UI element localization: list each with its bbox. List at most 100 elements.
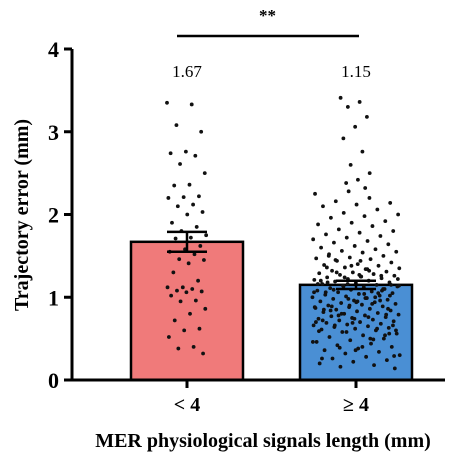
data-point bbox=[326, 303, 331, 308]
data-point bbox=[171, 270, 176, 275]
data-point bbox=[331, 297, 336, 301]
data-point bbox=[387, 331, 392, 336]
data-point bbox=[342, 265, 347, 270]
data-point bbox=[362, 214, 367, 219]
data-point bbox=[358, 320, 362, 324]
y-tick-label: 3 bbox=[48, 120, 59, 145]
data-point bbox=[356, 292, 361, 296]
data-point bbox=[397, 266, 402, 271]
data-point bbox=[329, 314, 334, 319]
data-point bbox=[353, 348, 358, 353]
data-point bbox=[371, 337, 376, 342]
data-point bbox=[329, 215, 333, 220]
data-point bbox=[341, 136, 346, 141]
bars-layer bbox=[129, 240, 414, 382]
data-point bbox=[182, 328, 187, 333]
data-point bbox=[339, 249, 344, 253]
data-point bbox=[334, 270, 339, 275]
data-point bbox=[368, 257, 373, 262]
data-point bbox=[311, 237, 316, 242]
data-point bbox=[397, 353, 402, 358]
y-tick-label: 4 bbox=[48, 37, 59, 62]
data-point bbox=[368, 336, 373, 341]
data-point bbox=[191, 345, 196, 349]
data-point bbox=[177, 257, 182, 262]
data-point bbox=[324, 232, 328, 237]
data-point bbox=[326, 253, 331, 258]
data-point bbox=[393, 301, 398, 306]
data-point bbox=[325, 280, 330, 285]
data-point bbox=[192, 252, 197, 257]
data-point bbox=[394, 249, 399, 254]
data-point bbox=[388, 293, 392, 298]
data-point bbox=[190, 287, 195, 291]
data-point bbox=[375, 207, 380, 212]
data-point bbox=[317, 361, 322, 366]
data-label: 1.67 bbox=[172, 62, 202, 81]
data-point bbox=[365, 239, 370, 243]
data-point bbox=[328, 308, 333, 313]
data-point bbox=[184, 290, 189, 295]
data-point bbox=[172, 318, 177, 323]
data-point bbox=[394, 328, 398, 333]
data-point bbox=[166, 196, 171, 200]
data-point bbox=[353, 326, 358, 331]
data-point bbox=[333, 258, 338, 262]
data-point bbox=[355, 309, 359, 314]
data-point bbox=[336, 227, 341, 232]
data-point bbox=[391, 323, 395, 328]
data-point bbox=[327, 335, 332, 339]
data-point bbox=[168, 151, 173, 156]
data-point bbox=[370, 224, 375, 228]
data-point bbox=[318, 278, 323, 283]
data-point bbox=[358, 258, 363, 263]
data-point bbox=[196, 278, 200, 283]
data-point bbox=[344, 294, 348, 299]
data-point bbox=[350, 270, 355, 275]
data-point bbox=[392, 354, 397, 358]
data-point bbox=[343, 351, 348, 356]
data-point bbox=[367, 306, 372, 311]
data-point bbox=[175, 288, 179, 293]
data-point bbox=[396, 212, 401, 217]
data-point bbox=[381, 336, 386, 341]
data-point bbox=[191, 202, 195, 207]
data-point bbox=[383, 219, 388, 224]
data-point bbox=[386, 306, 390, 311]
data-point bbox=[389, 260, 394, 265]
x-axis-title: MER physiological signals length (mm) bbox=[95, 430, 431, 452]
data-point bbox=[385, 297, 390, 302]
data-point bbox=[347, 255, 352, 260]
data-point bbox=[384, 312, 389, 317]
data-point bbox=[181, 195, 186, 200]
data-point bbox=[314, 256, 319, 261]
data-point bbox=[355, 299, 360, 304]
data-point bbox=[165, 100, 169, 105]
data-point bbox=[188, 311, 192, 316]
data-point bbox=[395, 277, 400, 281]
data-point bbox=[394, 331, 399, 336]
data-point bbox=[384, 358, 389, 363]
data-point bbox=[350, 321, 355, 325]
y-tick-label: 0 bbox=[48, 368, 59, 393]
data-point bbox=[369, 289, 374, 294]
data-point bbox=[357, 100, 362, 104]
data-point bbox=[381, 253, 386, 258]
data-point bbox=[388, 201, 393, 205]
data-point bbox=[396, 312, 401, 317]
data-point bbox=[391, 229, 396, 233]
data-point bbox=[361, 333, 365, 338]
data-point bbox=[354, 202, 359, 207]
data-point bbox=[338, 95, 343, 100]
data-point bbox=[197, 326, 202, 331]
data-point bbox=[194, 225, 199, 229]
data-point bbox=[374, 282, 379, 287]
data-point bbox=[352, 316, 357, 321]
data-point bbox=[167, 335, 171, 339]
significance-label: ** bbox=[259, 6, 276, 25]
data-point bbox=[344, 181, 349, 185]
data-point bbox=[341, 210, 346, 215]
axes-layer bbox=[64, 34, 445, 388]
data-point bbox=[183, 149, 188, 154]
